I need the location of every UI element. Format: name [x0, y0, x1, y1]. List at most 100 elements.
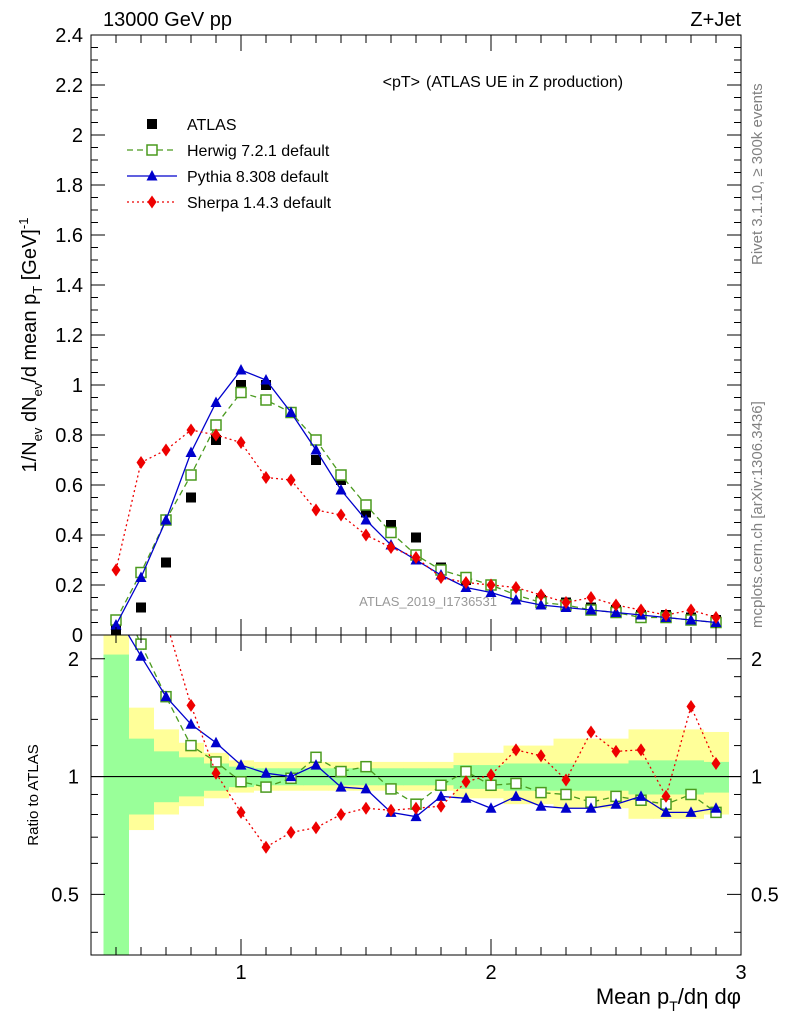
ratio-point-herwig-7-2-1-default-14 [460, 765, 472, 778]
ratio-point-pythia-8-308-default-13 [435, 790, 447, 801]
ratio-point-herwig-7-2-1-default-6 [260, 781, 272, 793]
main-point-atlas-6 [261, 380, 271, 390]
ratio-uncertainty-bands [91, 635, 741, 955]
ylabel-part-c: dN [19, 396, 41, 427]
main-ytick-label-2: 0.4 [55, 525, 83, 547]
main-point-sherpa-1-4-3-default-19 [586, 591, 596, 604]
ratio-point-pythia-8-308-default-22 [660, 806, 672, 817]
main-y-axis-label: 1/Nev dNev/d mean pT [GeV]-1 [16, 218, 45, 473]
main-ytick-label-0: 0 [72, 625, 83, 647]
main-ytick-label-10: 2 [72, 125, 83, 147]
main-point-herwig-7-2-1-default-6 [260, 394, 272, 406]
ratio-point-sherpa-1-4-3-default-24 [711, 756, 721, 770]
ratio-point-pythia-8-308-default-21 [635, 790, 647, 801]
main-ytick-label-4: 0.8 [55, 425, 83, 447]
ratio-ytick-label-left-1: 1 [68, 767, 79, 789]
ratio-point-pythia-8-308-default-3 [185, 718, 197, 729]
ratio-point-sherpa-1-4-3-default-9 [336, 807, 346, 821]
main-point-pythia-8-308-default-17 [535, 599, 547, 610]
ratio-band-inner-bin-0 [103, 654, 129, 955]
ratio-point-pythia-8-308-default-15 [485, 802, 497, 813]
ratio-point-sherpa-1-4-3-default-13 [436, 799, 446, 813]
ratio-point-sherpa-1-4-3-default-19 [586, 725, 596, 739]
ratio-point-sherpa-1-4-3-default-3 [186, 698, 196, 712]
main-point-sherpa-1-4-3-default-17 [536, 588, 546, 602]
main-point-pythia-8-308-default-2 [160, 514, 172, 525]
x-axis-label: Mean pT/dη dφ [596, 984, 741, 1014]
main-point-sherpa-1-4-3-default-14 [461, 576, 471, 589]
ratio-point-herwig-7-2-1-default-10 [360, 760, 372, 773]
main-point-pythia-8-308-default-16 [510, 594, 522, 605]
main-point-sherpa-1-4-3-default-11 [386, 541, 396, 554]
legend-marker-sherpa-1-4-3-default [147, 195, 157, 209]
ratio-point-pythia-8-308-default-24 [710, 802, 722, 813]
analysis-watermark: ATLAS_2019_I1736531 [359, 594, 497, 609]
main-line-herwig-7-2-1-default [115, 391, 717, 624]
legend-entry-pythia-8-308-default: Pythia 8.308 default [127, 169, 329, 186]
main-point-atlas-12 [411, 532, 421, 543]
ratio-point-herwig-7-2-1-default-3 [185, 739, 197, 752]
ratio-band-inner-bin-21 [628, 760, 654, 795]
main-point-sherpa-1-4-3-default-12 [411, 551, 421, 564]
main-point-pythia-8-308-default-19 [585, 604, 597, 615]
main-point-pythia-8-308-default-3 [185, 446, 197, 457]
ratio-point-pythia-8-308-default-8 [310, 759, 322, 770]
main-data-layer [110, 364, 722, 635]
ratio-point-pythia-8-308-default-23 [685, 806, 697, 817]
main-point-pythia-8-308-default-8 [310, 444, 322, 455]
main-ytick-label-7: 1.4 [55, 275, 83, 297]
ratio-ytick-label-right-2: 2 [751, 649, 762, 671]
main-line-sherpa-1-4-3-default [115, 429, 717, 619]
main-point-sherpa-1-4-3-default-23 [686, 603, 696, 617]
legend-label-pythia-8-308-default: Pythia 8.308 default [187, 169, 329, 186]
main-ytick-label-6: 1.2 [55, 325, 83, 347]
ratio-point-sherpa-1-4-3-default-6 [261, 840, 271, 854]
ratio-point-pythia-8-308-default-6 [260, 767, 272, 778]
ratio-point-sherpa-1-4-3-default-10 [361, 801, 371, 815]
main-point-sherpa-1-4-3-default-5 [236, 436, 246, 449]
ratio-point-pythia-8-308-default-14 [460, 792, 472, 803]
main-point-atlas-8 [311, 455, 321, 465]
legend: ATLAS Herwig 7.2.1 default Pythia 8.308 de… [127, 117, 332, 212]
main-point-sherpa-1-4-3-default-10 [361, 528, 371, 542]
ratio-point-sherpa-1-4-3-default-17 [536, 749, 546, 763]
legend-label-sherpa-1-4-3-default: Sherpa 1.4.3 default [187, 195, 332, 212]
main-point-sherpa-1-4-3-default-2 [161, 443, 171, 457]
ratio-point-pythia-8-308-default-19 [585, 802, 597, 813]
ratio-point-sherpa-1-4-3-default-15 [486, 768, 496, 782]
main-point-herwig-7-2-1-default-3 [185, 469, 197, 481]
ratio-point-sherpa-1-4-3-default-22 [661, 789, 671, 803]
main-point-sherpa-1-4-3-default-6 [261, 471, 271, 484]
main-point-atlas-11 [386, 520, 396, 530]
main-point-herwig-7-2-1-default-11 [385, 526, 397, 539]
ratio-point-herwig-7-2-1-default-0 [111, 585, 121, 595]
main-point-herwig-7-2-1-default-5 [235, 386, 247, 399]
main-point-pythia-8-308-default-6 [260, 374, 272, 385]
main-point-herwig-7-2-1-default-9 [335, 469, 347, 481]
legend-entry-sherpa-1-4-3-default: Sherpa 1.4.3 default [127, 195, 332, 212]
ratio-point-pythia-8-308-default-1 [135, 650, 147, 661]
main-ytick-label-9: 1.8 [55, 175, 83, 197]
ratio-ytick-label-left-0: 0.5 [51, 884, 79, 906]
main-title-text: <pT> [383, 74, 420, 91]
xlabel-part-c: /dη dφ [678, 984, 741, 1009]
main-point-sherpa-1-4-3-default-3 [186, 423, 196, 437]
legend-label-atlas: ATLAS [187, 117, 237, 134]
main-point-sherpa-1-4-3-default-20 [611, 598, 621, 612]
xtick-label-2: 3 [735, 962, 746, 984]
main-ytick-label-1: 0.2 [55, 575, 83, 597]
ratio-point-herwig-7-2-1-default-17 [535, 786, 547, 799]
main-point-sherpa-1-4-3-default-21 [636, 603, 646, 617]
main-point-pythia-8-308-default-4 [210, 396, 222, 407]
main-ytick-label-3: 0.6 [55, 475, 83, 497]
rivet-version-label: Rivet 3.1.10, ≥ 300k events [749, 83, 766, 265]
main-title: <pT> (ATLAS UE in Z production) [383, 74, 623, 91]
ratio-point-pythia-8-308-default-4 [210, 736, 222, 748]
ratio-point-sherpa-1-4-3-default-20 [611, 744, 621, 758]
main-point-pythia-8-308-default-23 [685, 614, 697, 625]
mcplots-reference-label: mcplots.cern.ch [arXiv:1306.3436] [749, 401, 766, 628]
ratio-point-sherpa-1-4-3-default-11 [386, 803, 396, 817]
ylabel-part-f: T [30, 286, 45, 294]
main-ytick-label-11: 2.2 [55, 75, 83, 97]
